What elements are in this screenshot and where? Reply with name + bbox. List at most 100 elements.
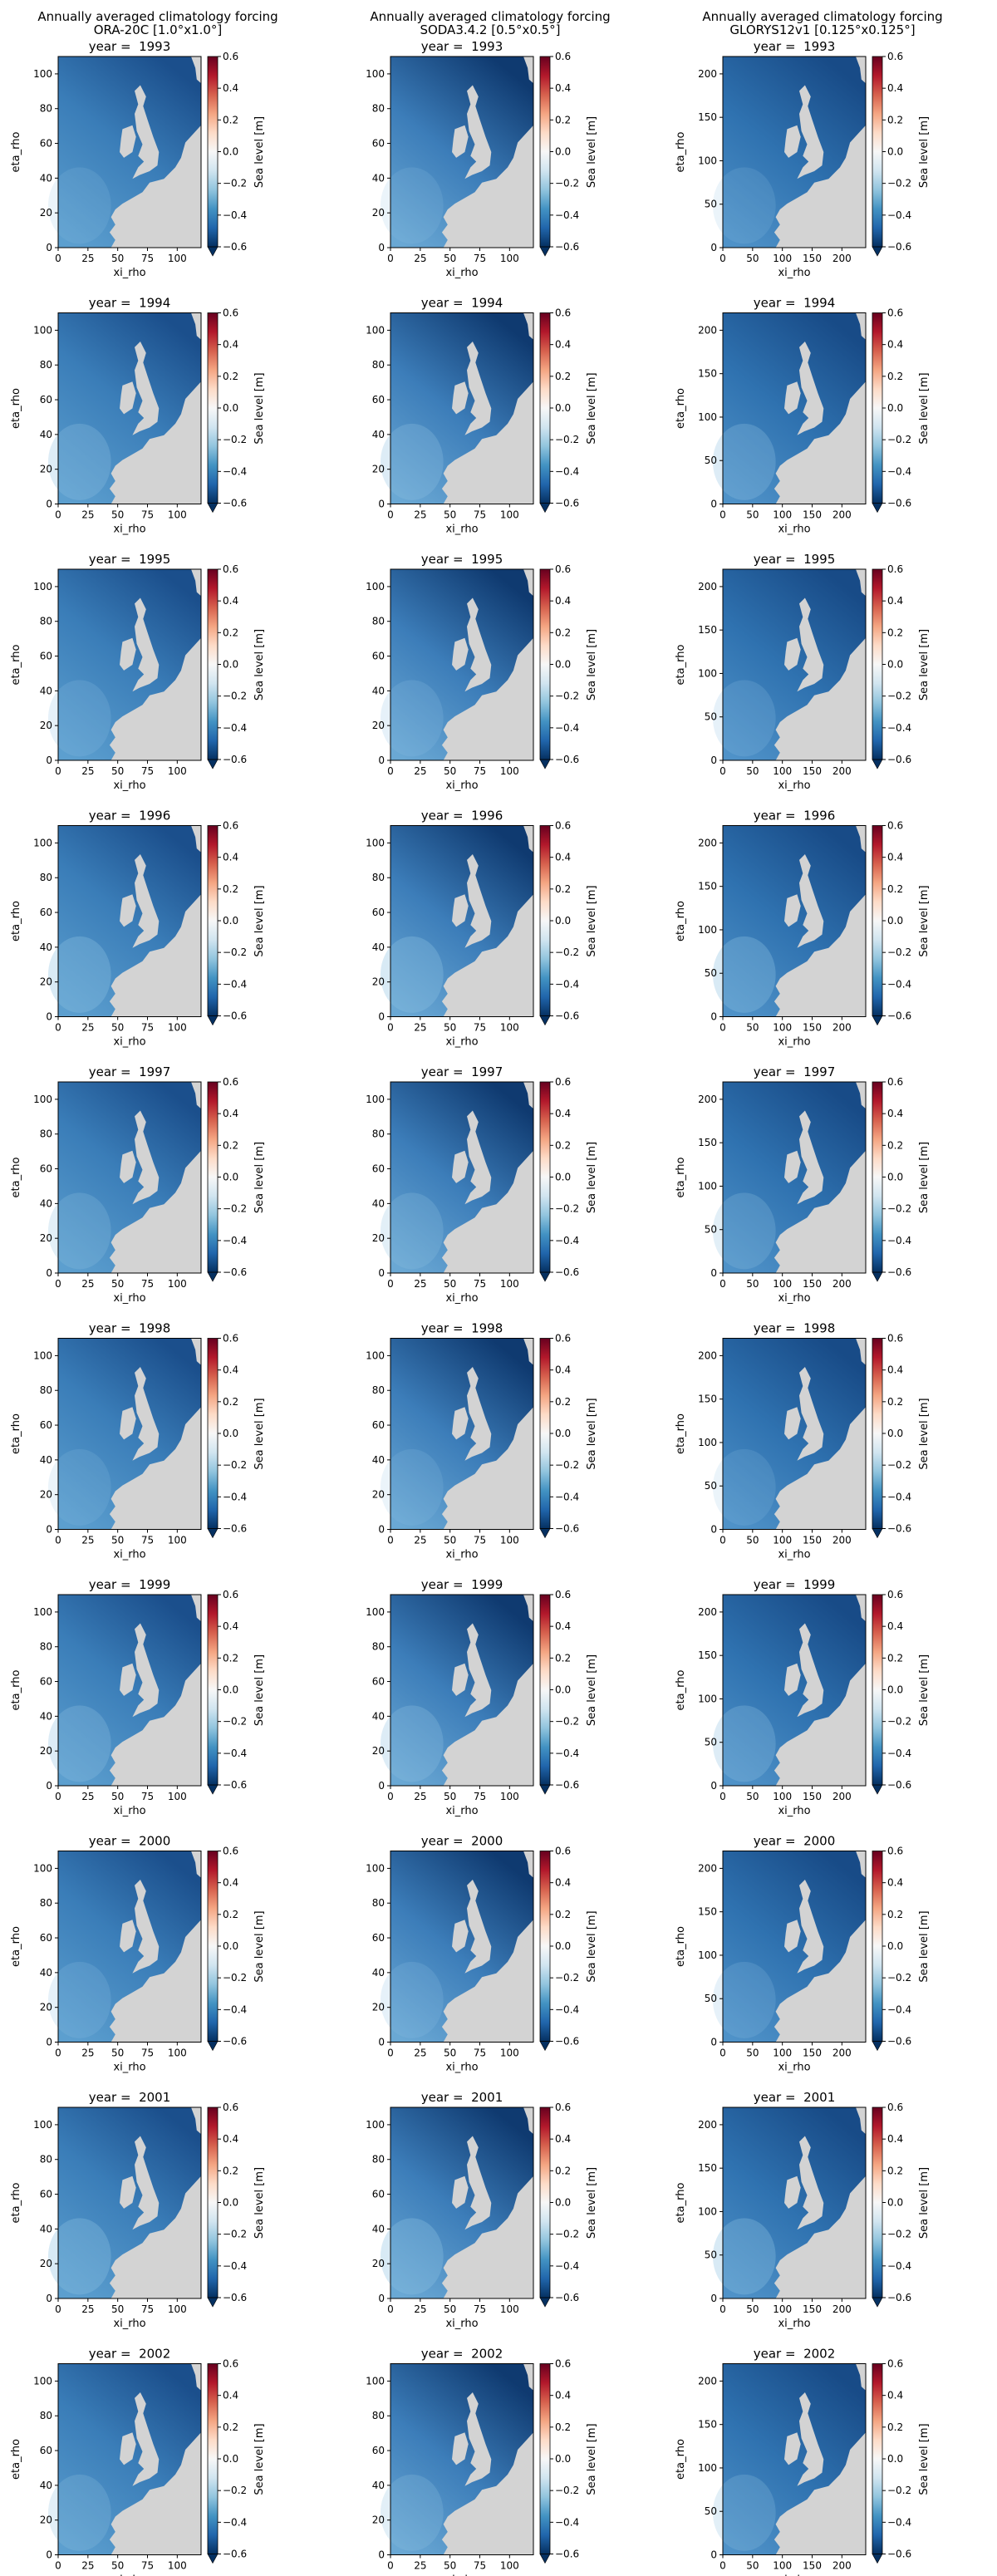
x-axis-label: xi_rho [113, 2062, 145, 2074]
x-tick-label: 25 [81, 1022, 94, 1034]
colorbar-tick-label: 0.4 [887, 852, 903, 863]
colorbar-tick-label: 0.2 [223, 1652, 238, 1664]
britain-land [132, 1367, 160, 1461]
x-tick-label: 50 [444, 1022, 456, 1034]
colorbar-tick-label: 0.4 [887, 339, 903, 351]
continent-land [441, 894, 533, 1017]
x-tick-label: 0 [387, 253, 394, 264]
continent-land [109, 1150, 201, 1273]
continent-land [109, 125, 201, 248]
x-tick-label: 0 [720, 765, 726, 777]
y-tick-label: 80 [372, 2410, 385, 2421]
colorbar-tick-label: −0.6 [555, 2292, 579, 2303]
colorbar-tick-label: 0.2 [555, 2165, 571, 2176]
y-tick-label: 200 [698, 2375, 717, 2387]
y-tick-label: 100 [366, 2375, 385, 2387]
x-tick-label: 0 [387, 1791, 394, 1802]
colorbar-label: Sea level [m] [586, 1910, 598, 1982]
x-axis-label: xi_rho [778, 779, 810, 792]
colorbar-tick-label: 0.6 [887, 1846, 903, 1857]
continent-land [774, 2432, 866, 2555]
panel-title: year = 1993 [421, 39, 503, 54]
colorbar-extend-arrow [539, 1015, 551, 1026]
colorbar-tick-label: −0.2 [887, 1459, 911, 1471]
x-tick-label: 0 [387, 1535, 394, 1546]
colorbar-tick-label: −0.4 [887, 2516, 911, 2528]
axes-frame [390, 568, 534, 761]
ireland-land [784, 1920, 801, 1953]
x-tick-label: 25 [81, 1278, 94, 1290]
colorbar [207, 1594, 219, 1786]
britain-land [797, 597, 824, 692]
y-tick-label: 20 [40, 464, 52, 475]
colorbar-tick-label: −0.2 [223, 691, 247, 702]
y-tick-label: 100 [366, 68, 385, 80]
x-tick-label: 150 [803, 765, 822, 777]
y-tick-label: 50 [705, 967, 717, 979]
colorbar-tick-label: 0.2 [887, 627, 903, 638]
y-tick-label: 60 [372, 1163, 385, 1175]
y-tick-label: 0 [710, 1524, 717, 1536]
norway-land [523, 1082, 533, 1109]
colorbar-tick-label: 0.0 [223, 1172, 238, 1183]
y-tick-label: 40 [40, 1197, 52, 1209]
colorbar-tick-label: 0.2 [887, 883, 903, 895]
axes-frame [57, 56, 202, 248]
x-tick-label: 50 [746, 765, 759, 777]
colorbar-extend-arrow [872, 1784, 883, 1795]
x-tick-label: 25 [414, 2048, 426, 2059]
colorbar-extend-arrow [872, 503, 883, 514]
norway-land [523, 1338, 533, 1365]
panel-title: year = 2002 [421, 2347, 503, 2362]
colorbar-extend-arrow [539, 1528, 551, 1539]
continent-land [774, 381, 866, 504]
x-tick-label: 150 [803, 1791, 822, 1802]
colorbar-tick-label: −0.2 [555, 2485, 579, 2496]
x-tick-label: 0 [387, 2303, 394, 2315]
x-tick-label: 100 [773, 2048, 792, 2059]
x-tick-label: 25 [81, 2048, 94, 2059]
y-tick-label: 80 [40, 616, 52, 627]
x-tick-label: 75 [474, 2560, 486, 2572]
x-tick-label: 25 [81, 765, 94, 777]
x-axis-label: xi_rho [445, 267, 478, 279]
y-tick-label: 0 [46, 2293, 52, 2304]
colorbar-tick-label: 0.2 [555, 627, 571, 638]
x-tick-label: 150 [803, 509, 822, 521]
y-tick-label: 50 [705, 1224, 717, 1236]
panel-title: year = 1995 [89, 552, 171, 567]
x-tick-label: 25 [81, 253, 94, 264]
colorbar-tick-label: −0.6 [887, 754, 911, 765]
x-tick-label: 25 [414, 1791, 426, 1802]
panel-title: year = 1994 [421, 296, 503, 311]
x-tick-label: 50 [111, 2560, 124, 2572]
colorbar-tick-label: 0.0 [223, 2197, 238, 2209]
colorbar-tick-label: 0.0 [555, 2197, 571, 2209]
colorbar-extend-arrow [872, 1015, 883, 1026]
sea-level-anomaly [47, 423, 111, 500]
map-panel: year = 1997 0 25 50 75 100 0 20 40 60 80 100 xi_rho e… [10, 1064, 266, 1305]
colorbar-tick-label: 0.6 [223, 51, 238, 62]
colorbar-tick-label: 0.0 [223, 915, 238, 927]
x-tick-label: 150 [803, 2303, 822, 2315]
colorbar [872, 56, 883, 248]
x-tick-label: 50 [746, 253, 759, 264]
map-panel: year = 2002 0 50 100 150 200 0 50 100 150 200 xi_rh… [675, 2347, 931, 2576]
y-tick-label: 200 [698, 1862, 717, 1874]
y-tick-label: 20 [372, 2002, 385, 2013]
map-panel: year = 2000 0 50 100 150 200 0 50 100 150 200 xi_rh… [675, 1834, 931, 2074]
sea-level-anomaly [712, 1448, 776, 1526]
colorbar-tick-label: −0.4 [223, 209, 247, 221]
y-tick-label: 0 [710, 499, 717, 510]
x-tick-label: 200 [832, 509, 852, 521]
colorbar-tick-label: −0.2 [555, 1972, 579, 1984]
colorbar-tick-label: 0.0 [887, 915, 903, 927]
britain-land [464, 2136, 492, 2230]
y-tick-label: 80 [372, 872, 385, 883]
x-tick-label: 50 [444, 2560, 456, 2572]
y-axis-label: eta_rho [675, 2439, 687, 2480]
x-tick-label: 75 [474, 1791, 486, 1802]
y-tick-label: 60 [372, 1932, 385, 1944]
x-axis-label: xi_rho [778, 267, 810, 279]
